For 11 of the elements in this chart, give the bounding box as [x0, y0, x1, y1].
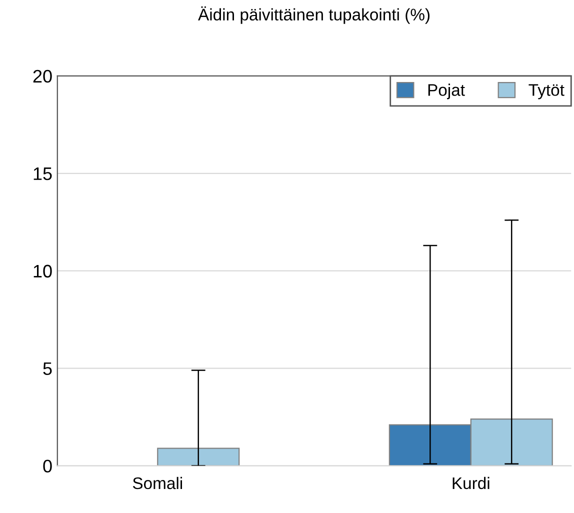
y-tick-label: 5 — [43, 362, 52, 376]
y-tick-label: 15 — [34, 168, 52, 180]
y-tick-label: 0 — [43, 460, 52, 473]
legend-label: Pojat — [428, 84, 465, 100]
legend-label: Tytöt — [528, 84, 564, 100]
y-tick-label: 10 — [34, 264, 52, 278]
x-tick-label: Kurdi — [452, 476, 490, 490]
y-tick-label: 20 — [33, 70, 52, 83]
chart-title: Äidin päivittäinen tupakointi (%) — [198, 6, 430, 24]
x-tick-label: Somali — [132, 476, 182, 490]
bar — [157, 448, 240, 466]
